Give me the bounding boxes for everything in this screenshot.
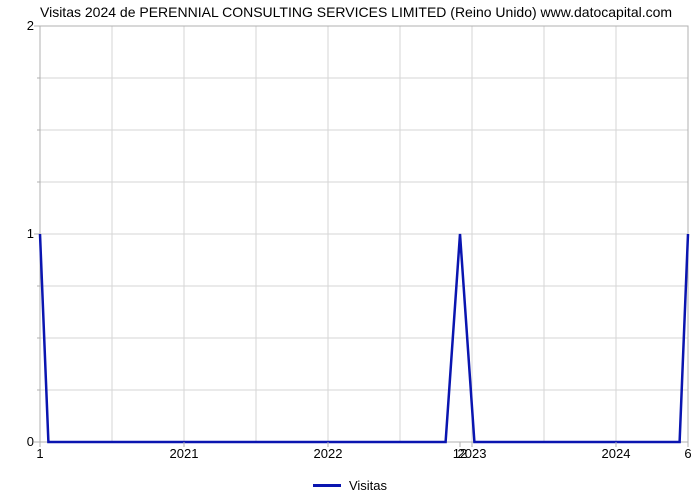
x-tick-label: 2024	[602, 446, 631, 461]
plot-area	[40, 26, 688, 442]
legend: Visitas	[0, 478, 700, 493]
legend-swatch	[313, 484, 341, 487]
x-tick-label: 2021	[170, 446, 199, 461]
y-tick-label: 2	[14, 18, 34, 33]
y-tick-label: 0	[14, 434, 34, 449]
chart-container: Visitas 2024 de PERENNIAL CONSULTING SER…	[0, 0, 700, 500]
x-tick-label: 6	[684, 446, 691, 461]
y-tick-label: 1	[14, 226, 34, 241]
x-tick-label: 2023	[458, 446, 487, 461]
x-tick-label: 1	[36, 446, 43, 461]
legend-label: Visitas	[349, 478, 387, 493]
chart-title: Visitas 2024 de PERENNIAL CONSULTING SER…	[40, 4, 672, 20]
x-tick-label: 2022	[314, 446, 343, 461]
